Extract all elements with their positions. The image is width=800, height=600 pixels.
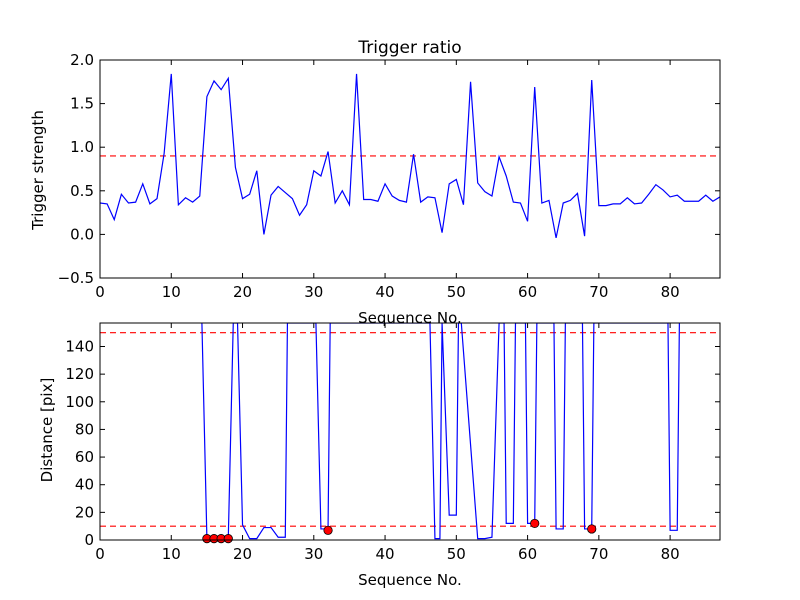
bottom-x-tick-label: 20 bbox=[233, 545, 252, 563]
bottom-y-tick-label: 40 bbox=[75, 476, 94, 494]
bottom-x-tick-label: 50 bbox=[447, 545, 466, 563]
top-y-tick-label: 1.0 bbox=[70, 138, 94, 156]
bottom-detection-marker bbox=[323, 525, 333, 535]
top-y-axis-label: Trigger strength bbox=[29, 110, 47, 231]
bottom-y-tick-label: 0 bbox=[84, 531, 94, 549]
bottom-x-tick-label: 80 bbox=[661, 545, 680, 563]
bottom-x-axis-label: Sequence No. bbox=[358, 571, 462, 589]
top-x-axis-label: Sequence No. bbox=[358, 309, 462, 327]
bottom-x-tick-label: 40 bbox=[376, 545, 395, 563]
top-y-tick-label: 0.0 bbox=[70, 225, 94, 243]
top-y-tick-label: 1.5 bbox=[70, 95, 94, 113]
bottom-y-tick-label: 60 bbox=[75, 448, 94, 466]
bottom-series-line bbox=[201, 323, 680, 540]
top-axes-frame bbox=[99, 59, 721, 279]
bottom-x-tick-label: 30 bbox=[304, 545, 323, 563]
bottom-detection-marker bbox=[223, 534, 233, 544]
top-x-tick-label: 50 bbox=[447, 283, 466, 301]
bottom-plot-area bbox=[100, 323, 720, 540]
bottom-x-tick-label: 0 bbox=[95, 545, 105, 563]
bottom-y-tick-label: 80 bbox=[75, 420, 94, 438]
bottom-detection-marker bbox=[587, 524, 597, 534]
bottom-detection-marker bbox=[530, 518, 540, 529]
bottom-x-tick-label: 70 bbox=[589, 545, 608, 563]
top-x-tick-label: 20 bbox=[233, 283, 252, 301]
top-y-tick-label: 0.5 bbox=[70, 182, 94, 200]
top-x-tick-label: 30 bbox=[304, 283, 323, 301]
top-x-tick-label: 10 bbox=[162, 283, 181, 301]
bottom-axes-frame bbox=[99, 322, 721, 541]
top-x-tick-label: 60 bbox=[518, 283, 537, 301]
bottom-x-tick-label: 60 bbox=[518, 545, 537, 563]
top-series-line bbox=[100, 73, 720, 239]
bottom-y-tick-label: 100 bbox=[65, 393, 94, 411]
bottom-y-tick-label: 120 bbox=[65, 365, 94, 383]
top-x-tick-label: 0 bbox=[95, 283, 105, 301]
top-y-tick-label: −0.5 bbox=[58, 269, 94, 287]
distance-subplot: Distance [pix] Sequence No. 0 10 20 30 40 50 6… bbox=[38, 322, 721, 589]
bottom-y-tick-label: 20 bbox=[75, 503, 94, 521]
bottom-x-tick-label: 10 bbox=[162, 545, 181, 563]
top-x-tick-label: 80 bbox=[661, 283, 680, 301]
top-plot-area bbox=[100, 73, 720, 239]
top-y-tick-label: 2.0 bbox=[70, 51, 94, 69]
top-x-tick-label: 40 bbox=[376, 283, 395, 301]
top-x-tick-label: 70 bbox=[589, 283, 608, 301]
chart-title: Trigger ratio bbox=[357, 38, 461, 58]
bottom-y-tick-label: 140 bbox=[65, 337, 94, 355]
bottom-y-axis-label: Distance [pix] bbox=[38, 378, 56, 483]
